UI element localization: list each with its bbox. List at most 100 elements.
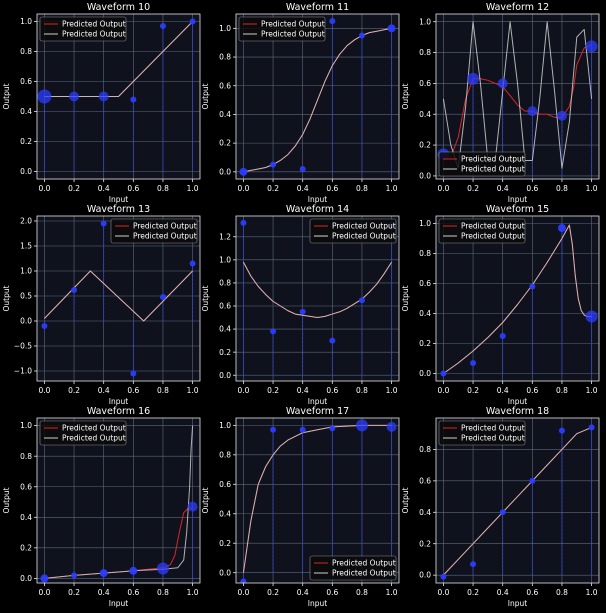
y-tick-label: 0.2: [419, 539, 431, 548]
y-tick-label: 0.6: [419, 279, 431, 288]
x-tick-label: 0.0: [237, 386, 249, 395]
y-tick-label: 0.6: [219, 81, 231, 90]
data-point: [467, 72, 480, 85]
x-tick-label: 0.6: [526, 386, 538, 395]
legend-label: Predicted Output: [332, 232, 396, 241]
data-point: [40, 574, 49, 583]
data-point: [329, 425, 336, 432]
data-point: [329, 18, 336, 25]
x-axis-label: Input: [308, 599, 327, 608]
x-tick-label: 0.6: [526, 184, 538, 193]
data-point: [130, 370, 137, 377]
y-tick-label: −1.0: [14, 367, 32, 376]
x-tick-label: 0.0: [437, 386, 449, 395]
data-point: [270, 328, 277, 335]
y-tick-label: 0.8: [219, 53, 231, 62]
x-axis-label: Input: [508, 195, 527, 204]
data-point: [100, 220, 107, 227]
x-tick-label: 0.2: [467, 386, 479, 395]
plot-area: [236, 216, 399, 381]
x-tick-label: 1.0: [187, 386, 199, 395]
data-point: [557, 224, 566, 232]
data-point: [358, 32, 365, 39]
y-tick-label: 1.0: [219, 421, 231, 430]
y-tick-label: 1.5: [20, 242, 32, 251]
x-tick-label: 0.4: [497, 386, 509, 395]
y-tick-label: 1.0: [20, 421, 32, 430]
axes-frame: [36, 215, 201, 382]
data-point: [470, 360, 477, 366]
series-line-white: [44, 425, 194, 579]
y-tick-label: 0.0: [219, 568, 231, 577]
legend-box: [438, 420, 526, 446]
y-axis-label: Output: [401, 83, 410, 109]
y-tick-label: 0.0: [20, 317, 32, 326]
legend-label: Predicted Output: [461, 155, 525, 164]
y-axis-label: Output: [201, 285, 210, 311]
subplot-11: 0.0 0.2 0.4 0.6 0.8 1.0 0.0 0.2 0.4 0.6 0.8 1.0 Wave…: [201, 2, 400, 204]
x-tick-label: 0.8: [157, 588, 169, 597]
x-tick-label: 0.2: [68, 386, 80, 395]
x-axis-label: Input: [308, 397, 327, 406]
data-point: [440, 370, 447, 377]
y-tick-label: 0.0: [419, 571, 431, 580]
x-tick-label: 0.6: [127, 184, 139, 193]
chart-title: Waveform 18: [486, 406, 549, 417]
subplot-10: 0.0 0.2 0.4 0.6 0.8 1.0 0.0 0.2 0.4 0.6 0.8 1.0 Wave…: [2, 2, 201, 204]
y-tick-label: 0.8: [219, 279, 231, 288]
axes-frame: [235, 417, 400, 584]
x-tick-label: 1.0: [586, 386, 598, 395]
y-tick-label: 0.0: [20, 574, 32, 583]
subplot-18: 0.0 0.2 0.4 0.6 0.8 1.0 0.0 0.2 0.4 0.6 0.8 Wavefor…: [401, 406, 600, 608]
x-tick-label: 0.6: [127, 588, 139, 597]
y-tick-label: 0.2: [20, 137, 32, 146]
data-point: [159, 294, 166, 300]
legend-box: [238, 16, 326, 42]
x-tick-label: 0.6: [127, 386, 139, 395]
y-tick-label: 0.2: [219, 348, 231, 357]
legend-box: [438, 151, 526, 177]
legend-label: Predicted Output: [133, 232, 197, 241]
x-tick-label: 0.8: [356, 588, 368, 597]
data-point: [129, 566, 138, 575]
data-point: [529, 477, 536, 484]
y-tick-label: 0.8: [20, 452, 32, 461]
x-tick-label: 0.8: [556, 386, 568, 395]
y-axis-label: Output: [401, 285, 410, 311]
data-point: [189, 18, 196, 25]
data-point: [98, 91, 109, 102]
legend-label: Predicted Output: [461, 424, 525, 433]
x-tick-label: 0.4: [497, 184, 509, 193]
data-point: [99, 569, 108, 578]
data-point: [189, 260, 196, 267]
x-tick-label: 0.0: [237, 588, 249, 597]
x-axis-label: Input: [109, 397, 128, 406]
data-point: [358, 297, 365, 304]
x-tick-label: 1.0: [386, 184, 398, 193]
legend-box: [110, 218, 198, 244]
x-tick-label: 0.2: [68, 184, 80, 193]
y-tick-label: 1.2: [219, 232, 231, 241]
data-point: [130, 96, 137, 103]
chart-title: Waveform 15: [486, 204, 549, 215]
y-tick-label: 0.6: [419, 79, 431, 88]
x-tick-label: 1.0: [187, 588, 199, 597]
x-tick-label: 0.2: [467, 184, 479, 193]
y-tick-label: 0.2: [20, 543, 32, 552]
x-tick-label: 0.0: [237, 184, 249, 193]
data-point: [299, 308, 306, 315]
data-point: [497, 78, 508, 89]
data-point: [240, 578, 247, 583]
y-tick-label: 0.0: [20, 167, 32, 176]
x-tick-label: 0.2: [267, 184, 279, 193]
data-point: [499, 509, 506, 516]
data-point: [329, 337, 336, 344]
x-tick-label: 0.0: [437, 588, 449, 597]
data-point: [440, 573, 447, 580]
legend-label: Predicted Output: [62, 20, 126, 29]
y-tick-label: 1.0: [20, 17, 32, 26]
